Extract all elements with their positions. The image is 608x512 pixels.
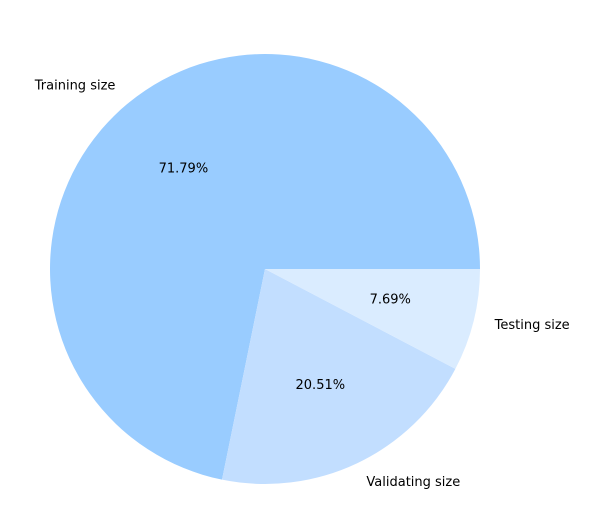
pie-slice-testing-size (265, 269, 480, 369)
slice-label-training-size: Training size (34, 78, 116, 93)
pct-label-validating-size: 20.51% (296, 378, 346, 393)
slice-label-validating-size: Validating size (366, 475, 460, 490)
pie-slice-validating-size (222, 269, 456, 484)
pie-slice-training-size (50, 54, 480, 480)
slice-label-testing-size: Testing size (494, 318, 570, 333)
pct-label-testing-size: 7.69% (370, 292, 411, 307)
pct-label-training-size: 71.79% (159, 162, 209, 177)
